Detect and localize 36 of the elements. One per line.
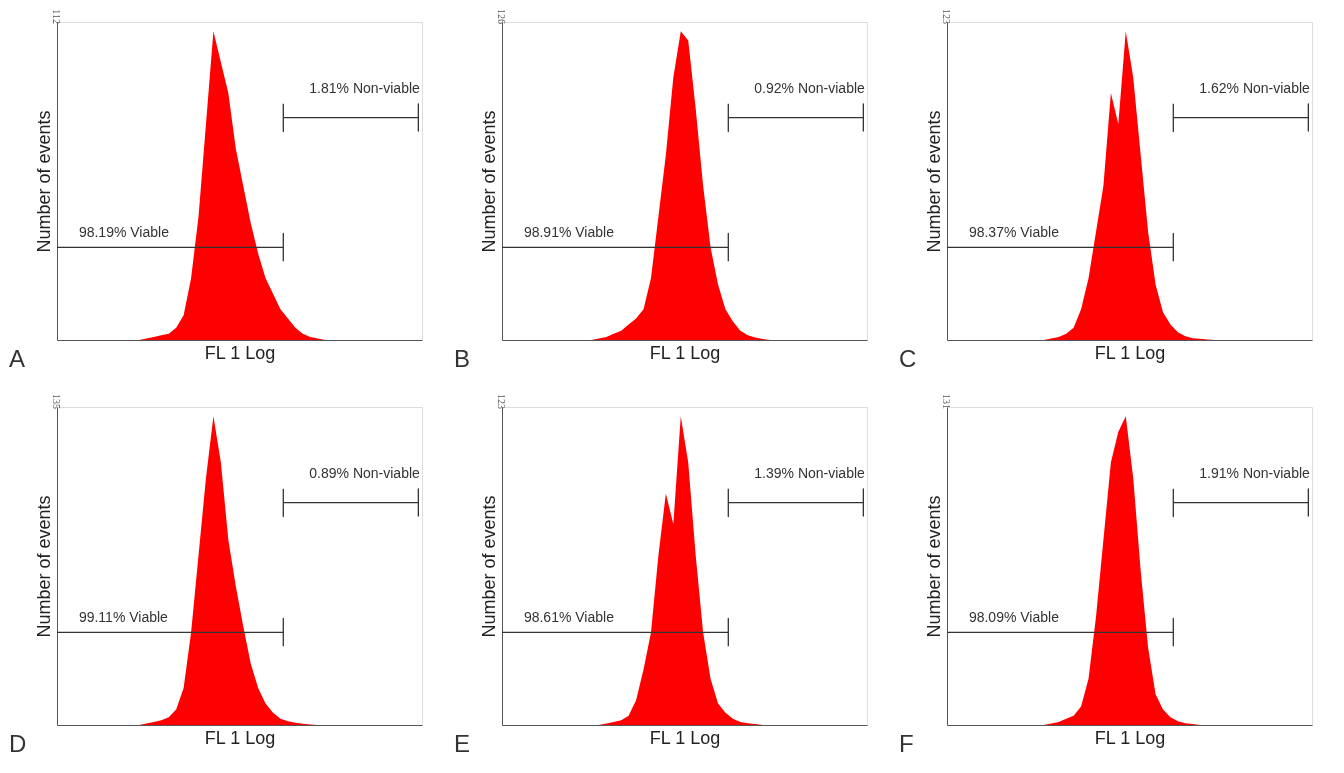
ref-line-label: 99.11% Viable bbox=[78, 608, 169, 625]
x-axis-title: FL 1 Log bbox=[1094, 727, 1166, 748]
text: 135 bbox=[51, 394, 62, 409]
y-axis-title: Number of events bbox=[923, 495, 944, 638]
ref-line-label: 98.09% Viable bbox=[968, 608, 1060, 625]
text: E bbox=[454, 730, 471, 757]
text: D bbox=[9, 730, 27, 757]
y-axis-title: Number of events bbox=[33, 110, 54, 253]
ref-line-label: 1.91% Non-viable bbox=[1199, 465, 1311, 482]
x-axis-title: FL 1 Log bbox=[649, 727, 721, 748]
text: 123 bbox=[496, 394, 507, 409]
ref-line-label: 0.92% Non-viable bbox=[754, 80, 866, 97]
ref-line-label: 98.37% Viable bbox=[968, 223, 1060, 240]
ref-line-label: 1.81% Non-viable bbox=[309, 80, 421, 97]
y-axis-title: Number of events bbox=[478, 495, 499, 638]
text: 112 bbox=[51, 9, 62, 24]
x-axis-title: FL 1 Log bbox=[204, 727, 276, 748]
text: B bbox=[454, 345, 471, 372]
text: A bbox=[9, 345, 26, 372]
ref-line-label: 1.62% Non-viable bbox=[1199, 80, 1311, 97]
text: F bbox=[899, 730, 914, 757]
y-axis-title: Number of events bbox=[478, 110, 499, 253]
x-axis-title: FL 1 Log bbox=[1094, 342, 1166, 363]
ref-line-label: 0.89% Non-viable bbox=[309, 465, 421, 482]
ref-line-label: 98.91% Viable bbox=[523, 223, 615, 240]
text: 123 bbox=[941, 9, 952, 24]
y-axis-title: Number of events bbox=[33, 495, 54, 638]
text: C bbox=[899, 345, 917, 372]
text: 126 bbox=[496, 9, 507, 24]
ref-line-label: 98.61% Viable bbox=[523, 608, 615, 625]
ref-line-label: 98.19% Viable bbox=[78, 223, 170, 240]
y-axis-title: Number of events bbox=[923, 110, 944, 253]
x-axis-title: FL 1 Log bbox=[649, 342, 721, 363]
x-axis-title: FL 1 Log bbox=[204, 342, 276, 363]
text: 131 bbox=[941, 394, 952, 409]
ref-line-label: 1.39% Non-viable bbox=[754, 465, 866, 482]
